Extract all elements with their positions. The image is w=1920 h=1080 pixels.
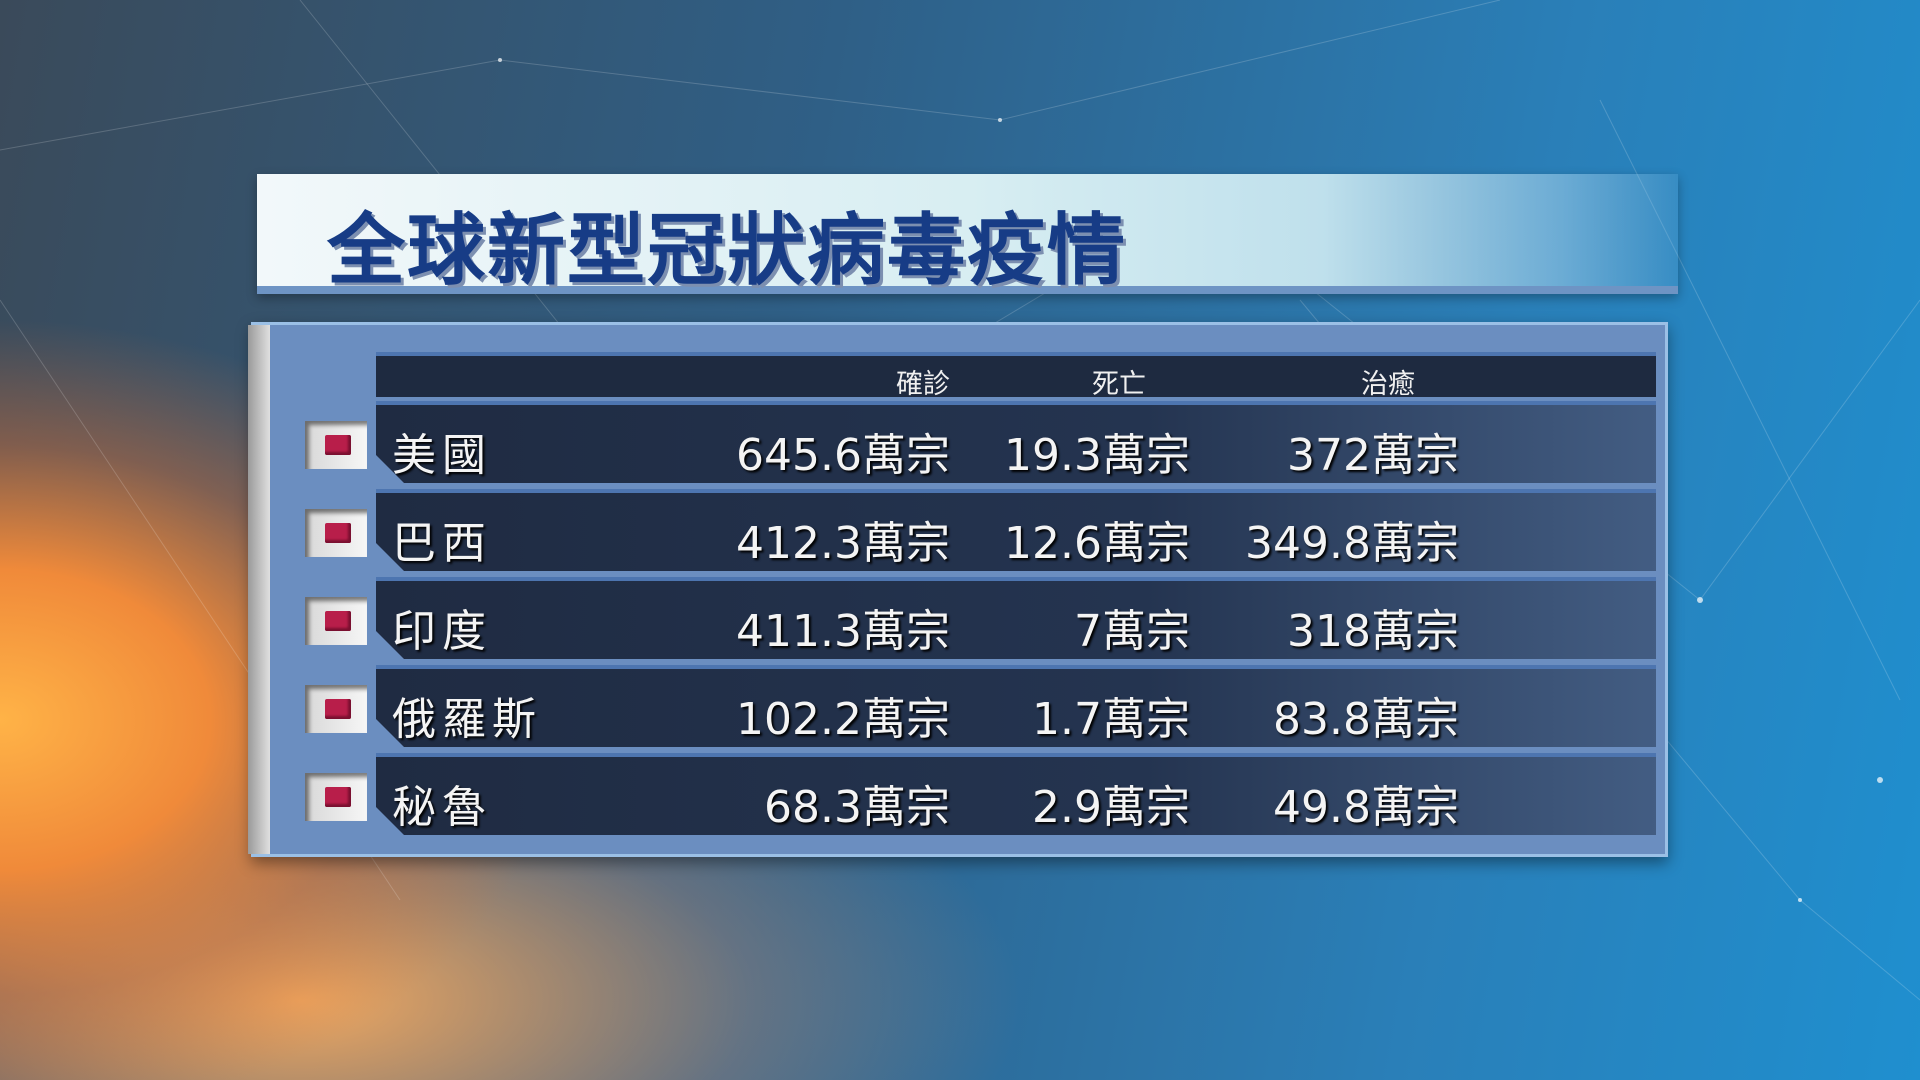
marker-square-icon <box>325 699 351 719</box>
title-banner: 全球新型冠狀病毒疫情 <box>257 174 1678 296</box>
page-title: 全球新型冠狀病毒疫情 <box>327 206 1128 296</box>
table-row: 巴西 412.3萬宗 12.6萬宗 349.8萬宗 <box>376 489 1656 571</box>
country-name: 巴西 <box>392 518 492 569</box>
flag-marker-icon <box>305 685 367 733</box>
deaths-value: 2.9萬宗 <box>1032 782 1190 833</box>
flag-marker-icon <box>305 597 367 645</box>
table-row: 印度 411.3萬宗 7萬宗 318萬宗 <box>376 577 1656 659</box>
marker-square-icon <box>325 787 351 807</box>
column-header-deaths: 死亡 <box>1092 369 1146 400</box>
recovered-value: 49.8萬宗 <box>1273 782 1459 833</box>
country-name: 印度 <box>392 606 492 657</box>
panel-edge <box>248 325 270 854</box>
deaths-value: 19.3萬宗 <box>1004 430 1190 481</box>
table-row: 俄羅斯 102.2萬宗 1.7萬宗 83.8萬宗 <box>376 665 1656 747</box>
marker-square-icon <box>325 611 351 631</box>
marker-square-icon <box>325 523 351 543</box>
recovered-value: 83.8萬宗 <box>1273 694 1459 745</box>
marker-square-icon <box>325 435 351 455</box>
confirmed-value: 411.3萬宗 <box>736 606 950 657</box>
flag-marker-icon <box>305 509 367 557</box>
table-row: 美國 645.6萬宗 19.3萬宗 372萬宗 <box>376 401 1656 483</box>
flag-marker-icon <box>305 773 367 821</box>
deaths-value: 12.6萬宗 <box>1004 518 1190 569</box>
confirmed-value: 645.6萬宗 <box>736 430 950 481</box>
recovered-value: 318萬宗 <box>1287 606 1459 657</box>
recovered-value: 349.8萬宗 <box>1245 518 1459 569</box>
confirmed-value: 412.3萬宗 <box>736 518 950 569</box>
flag-marker-icon <box>305 421 367 469</box>
confirmed-value: 68.3萬宗 <box>764 782 950 833</box>
recovered-value: 372萬宗 <box>1287 430 1459 481</box>
stats-table: 確診 死亡 治癒 美國 645.6萬宗 19.3萬宗 372萬宗 巴西 412.3… <box>248 322 1668 857</box>
table-row: 秘魯 68.3萬宗 2.9萬宗 49.8萬宗 <box>376 753 1656 835</box>
country-name: 秘魯 <box>392 782 492 833</box>
column-header-confirmed: 確診 <box>896 369 950 400</box>
deaths-value: 7萬宗 <box>1074 606 1190 657</box>
column-header-recovered: 治癒 <box>1361 369 1415 400</box>
country-name: 美國 <box>392 430 492 481</box>
confirmed-value: 102.2萬宗 <box>736 694 950 745</box>
country-name: 俄羅斯 <box>392 694 542 745</box>
table-header: 確診 死亡 治癒 <box>376 352 1656 400</box>
deaths-value: 1.7萬宗 <box>1032 694 1190 745</box>
